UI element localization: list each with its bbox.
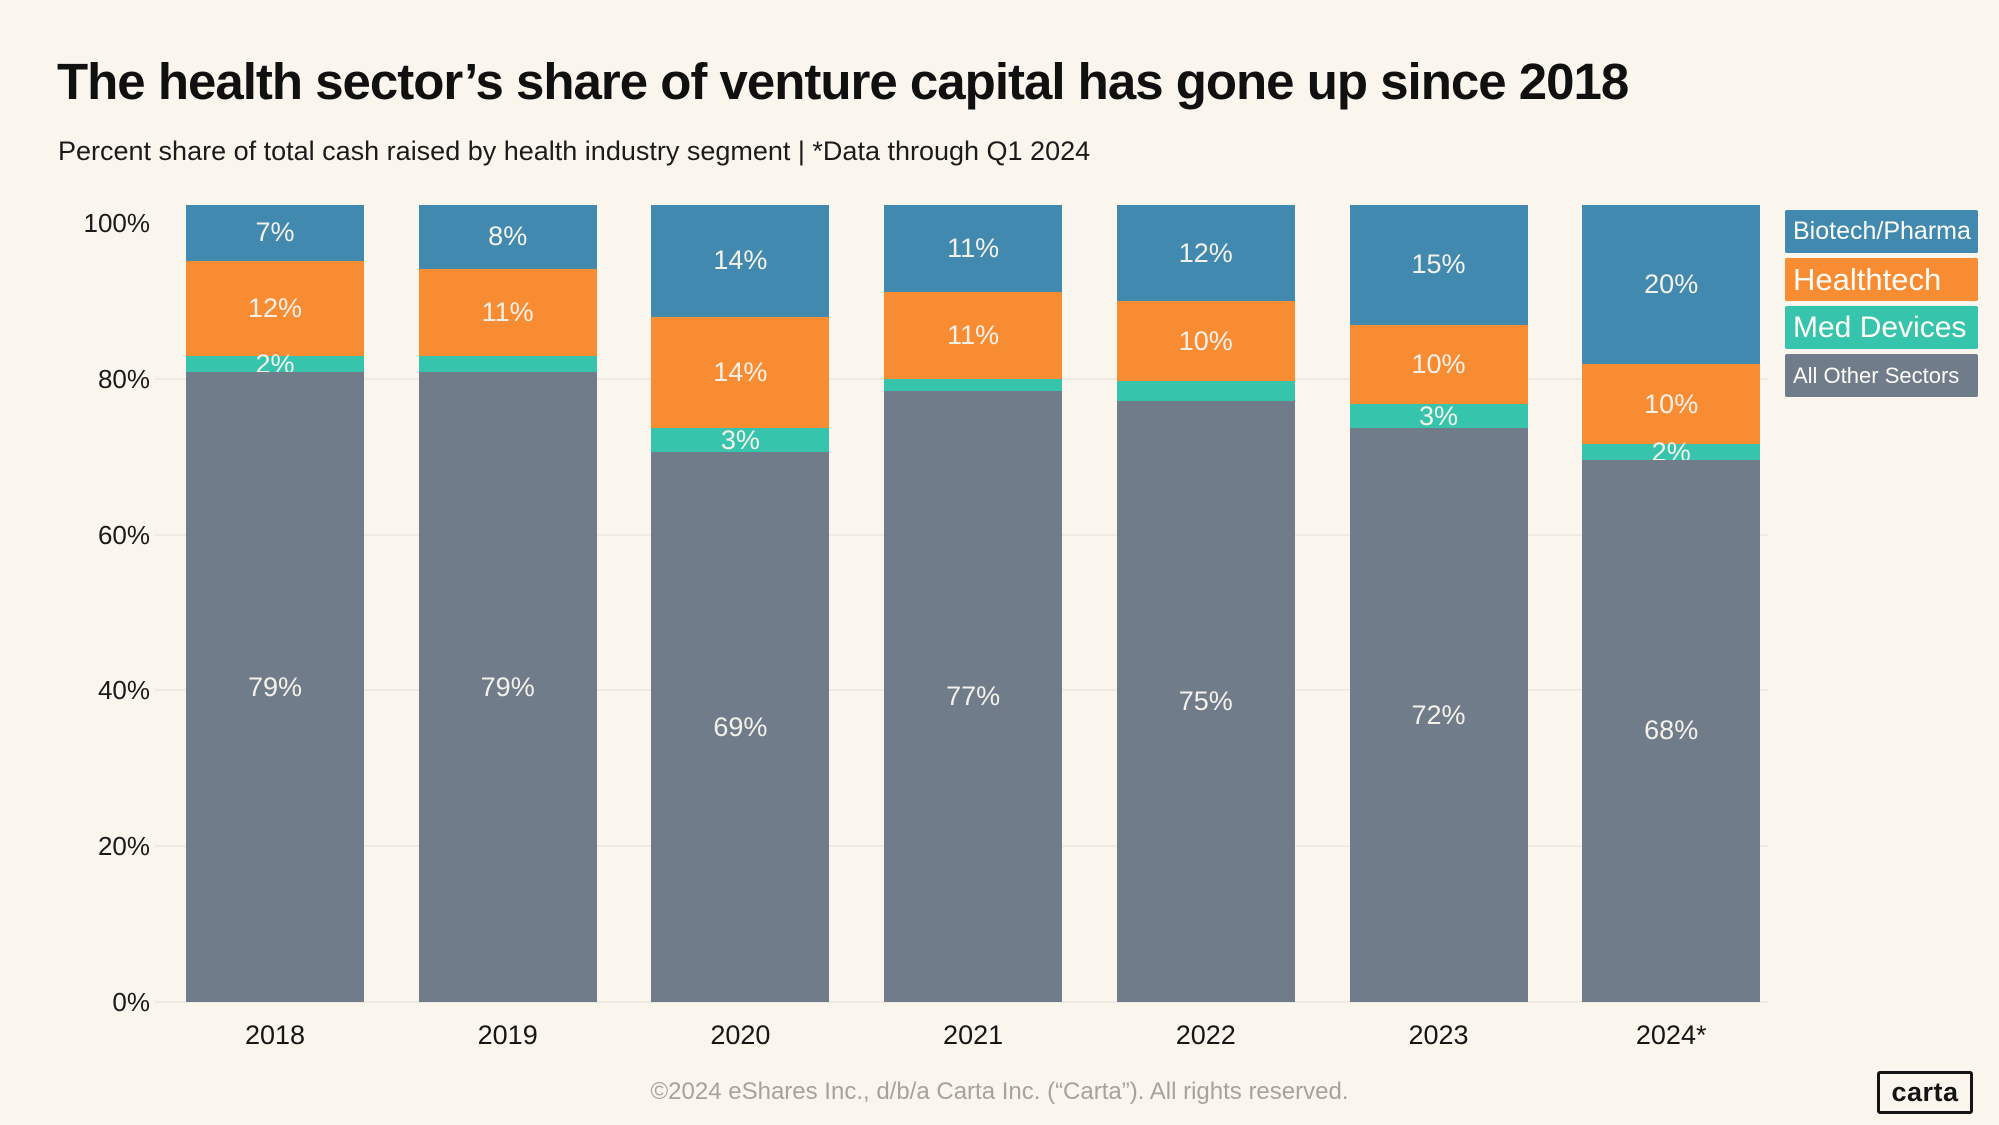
- stacked-bar-2023: 15% 10% 3% 72%: [1349, 205, 1528, 1002]
- x-axis-tick-label: 2020: [710, 1020, 771, 1050]
- gridline: [155, 1001, 1768, 1003]
- bar-segment-label: 79%: [247, 671, 303, 702]
- bar-segment-label: 12%: [1178, 237, 1233, 268]
- bar-segment: 10%: [1116, 301, 1295, 382]
- bar-segment: 20%: [1582, 205, 1761, 365]
- chart-subtitle: Percent share of total cash raised by he…: [58, 136, 1091, 166]
- carta-logo: carta: [1877, 1071, 1973, 1114]
- bar-segment: 72%: [1349, 428, 1528, 1002]
- bar-segment: 12%: [186, 260, 364, 357]
- bar-segment: [884, 379, 1063, 392]
- legend-chip-label: Healthtech: [1793, 261, 1942, 297]
- x-axis-tick-label: 2018: [244, 1020, 306, 1050]
- plot-area: 7% 12% 2% 79% 2018 8% 11% 79% 2019 14% 14% 3% 69% 202…: [155, 205, 1768, 1050]
- legend-chip-healthtech: Healthtech: [1785, 258, 1978, 301]
- y-axis-tick-label: 20%: [97, 831, 150, 862]
- legend-chip-label: All Other Sectors: [1793, 362, 1960, 388]
- x-axis-tick-label: 2021: [943, 1020, 1004, 1050]
- bar-segment: [418, 356, 597, 373]
- bar-segment: 79%: [186, 372, 364, 1002]
- bar-segment-label: 11%: [947, 233, 1000, 264]
- x-axis-tick-label: 2019: [477, 1020, 538, 1050]
- bar-segment: 3%: [1349, 400, 1528, 431]
- legend-chip-biotech-pharma: Biotech/Pharma: [1785, 210, 1978, 253]
- bar-segment-label: 10%: [1411, 348, 1466, 379]
- stacked-bar-2021: 11% 11% 77%: [884, 205, 1063, 1002]
- x-axis-tick-label: 2022: [1175, 1020, 1236, 1050]
- bar-segment-label: 72%: [1411, 699, 1466, 730]
- bar-segment-label: 10%: [1644, 388, 1699, 419]
- bar-segment: 2%: [186, 350, 364, 377]
- bar-segment: 14%: [651, 205, 830, 317]
- stacked-bar-2018: 7% 12% 2% 79%: [186, 205, 364, 1002]
- bar-segment-label: 15%: [1411, 249, 1466, 280]
- bar-segment: 11%: [884, 205, 1063, 293]
- legend-chip-label: Med Devices: [1793, 310, 1967, 344]
- bar-segment: 11%: [884, 292, 1063, 380]
- stacked-bar-2024: 20% 10% 2% 68%: [1582, 205, 1761, 1002]
- bar-segment-label: 12%: [247, 293, 303, 324]
- bar-segment: 2%: [1582, 438, 1761, 465]
- y-axis-tick-label: 40%: [97, 675, 150, 706]
- bar-segment: 11%: [418, 268, 597, 357]
- bar-segment-label: 8%: [488, 221, 528, 252]
- bar-segment-label: 10%: [1178, 325, 1233, 356]
- bar-segment-label: 75%: [1178, 686, 1233, 717]
- bar-segment: 69%: [651, 452, 830, 1002]
- chart-area: 7% 12% 2% 79% 2018 8% 11% 79% 2019 14% 14% 3% 69% 202…: [0, 205, 1999, 1050]
- bar-segment-label: 68%: [1644, 715, 1699, 746]
- y-axis-tick-label: 0%: [112, 987, 150, 1017]
- legend-chip-label: Biotech/Pharma: [1793, 217, 1971, 245]
- bar-segment: [1116, 381, 1295, 402]
- y-axis-tick-label: 60%: [97, 519, 150, 550]
- bar-segment: 10%: [1349, 324, 1528, 405]
- bar-segment: 8%: [418, 205, 597, 269]
- bar-segment: 68%: [1582, 460, 1761, 1002]
- x-axis-tick-label: 2024*: [1635, 1020, 1707, 1050]
- bar-segment-label: 14%: [713, 245, 768, 276]
- bar-segment-label: 3%: [1418, 400, 1459, 431]
- y-axis-tick-label: 80%: [97, 363, 150, 394]
- stacked-bar-2022: 12% 10% 75%: [1116, 205, 1295, 1002]
- bar-segment: 75%: [1116, 401, 1295, 1002]
- bar-segment-label: 77%: [946, 681, 1001, 712]
- legend: Biotech/Pharma Healthtech Med Devices All O…: [1785, 210, 1985, 402]
- legend-chip-med-devices: Med Devices: [1785, 306, 1978, 349]
- bar-segment: 10%: [1582, 364, 1761, 445]
- bar-segment: 77%: [884, 391, 1063, 1002]
- bar-segment: 15%: [1349, 205, 1528, 325]
- x-axis-tick-label: 2023: [1408, 1020, 1469, 1050]
- bar-segment: 7%: [186, 205, 364, 261]
- bar-segment-label: 3%: [720, 424, 760, 455]
- footer-copyright: ©2024 eShares Inc., d/b/a Carta Inc. (“C…: [650, 1078, 1349, 1105]
- stacked-bar-2020: 14% 14% 3% 69%: [651, 205, 830, 1002]
- stacked-bar-2019: 8% 11% 79%: [418, 205, 597, 1002]
- bar-segment: 79%: [418, 372, 597, 1002]
- bar-segment: 3%: [651, 424, 830, 455]
- bar-segment-label: 7%: [255, 217, 295, 248]
- bar-segment-label: 79%: [480, 671, 535, 702]
- legend-chip-all-other-sectors: All Other Sectors: [1785, 354, 1978, 397]
- bar-segment-label: 14%: [713, 356, 768, 387]
- bar-segment-label: 11%: [947, 320, 1000, 351]
- bar-segment: 14%: [651, 316, 830, 429]
- chart-title: The health sector’s share of venture cap…: [57, 53, 1629, 110]
- y-axis-tick-label: 100%: [83, 208, 151, 238]
- bar-segment-label: 69%: [713, 711, 768, 742]
- bar-segment-label: 20%: [1644, 269, 1699, 300]
- bar-segment-label: 11%: [481, 297, 534, 328]
- bar-segment: 12%: [1116, 205, 1295, 302]
- carta-logo-text: carta: [1891, 1077, 1959, 1107]
